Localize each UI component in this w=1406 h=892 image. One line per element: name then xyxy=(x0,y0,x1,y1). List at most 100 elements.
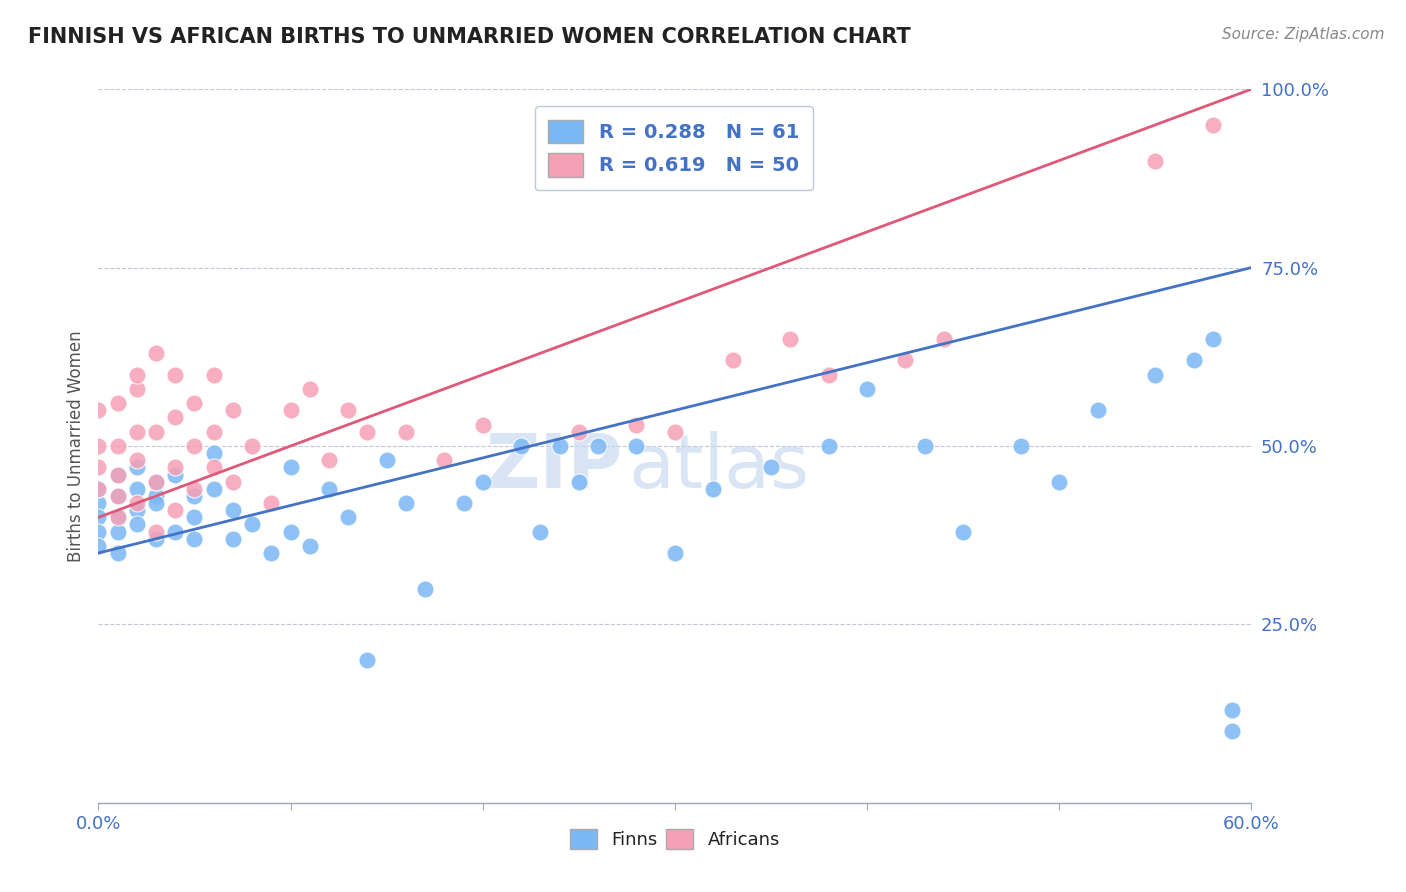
Point xyxy=(395,496,418,510)
Point xyxy=(183,482,205,496)
Point xyxy=(125,517,148,532)
Point xyxy=(183,510,205,524)
Text: ZIP: ZIP xyxy=(485,431,623,504)
Point xyxy=(145,489,167,503)
Point xyxy=(702,482,724,496)
Point xyxy=(337,510,360,524)
Point xyxy=(183,439,205,453)
Point xyxy=(664,546,686,560)
Point xyxy=(145,475,167,489)
Point xyxy=(894,353,917,368)
Point xyxy=(183,489,205,503)
Point xyxy=(125,482,148,496)
Point xyxy=(125,453,148,467)
Point xyxy=(280,460,302,475)
Point xyxy=(510,439,533,453)
Point xyxy=(952,524,974,539)
Point xyxy=(125,382,148,396)
Point xyxy=(107,467,129,482)
Point xyxy=(125,368,148,382)
Point xyxy=(202,368,225,382)
Point xyxy=(453,496,475,510)
Point xyxy=(529,524,551,539)
Point xyxy=(87,524,110,539)
Point xyxy=(87,482,110,496)
Point xyxy=(165,410,187,425)
Point xyxy=(87,439,110,453)
Point xyxy=(337,403,360,417)
Point xyxy=(356,653,378,667)
Point xyxy=(87,496,110,510)
Point xyxy=(202,460,225,475)
Point xyxy=(165,524,187,539)
Text: Source: ZipAtlas.com: Source: ZipAtlas.com xyxy=(1222,27,1385,42)
Point xyxy=(471,475,494,489)
Point xyxy=(125,496,148,510)
Point xyxy=(856,382,879,396)
Point xyxy=(222,475,245,489)
Point xyxy=(932,332,955,346)
Point xyxy=(1010,439,1032,453)
Point xyxy=(548,439,571,453)
Point xyxy=(280,524,302,539)
Point xyxy=(1220,703,1243,717)
Point xyxy=(87,539,110,553)
Point xyxy=(202,425,225,439)
Legend: Finns, Africans: Finns, Africans xyxy=(561,820,789,858)
Point xyxy=(145,532,167,546)
Point xyxy=(914,439,936,453)
Point xyxy=(125,425,148,439)
Point xyxy=(145,496,167,510)
Point xyxy=(817,439,839,453)
Point xyxy=(107,489,129,503)
Point xyxy=(626,439,648,453)
Point xyxy=(1087,403,1109,417)
Point xyxy=(165,460,187,475)
Point xyxy=(356,425,378,439)
Point xyxy=(107,510,129,524)
Point xyxy=(318,482,340,496)
Point xyxy=(586,439,609,453)
Point xyxy=(759,460,782,475)
Point xyxy=(107,524,129,539)
Point xyxy=(107,510,129,524)
Point xyxy=(1047,475,1070,489)
Point xyxy=(1144,153,1167,168)
Point xyxy=(664,425,686,439)
Point xyxy=(318,453,340,467)
Point xyxy=(1144,368,1167,382)
Point xyxy=(145,346,167,360)
Point xyxy=(107,467,129,482)
Point xyxy=(222,403,245,417)
Point xyxy=(280,403,302,417)
Point xyxy=(183,396,205,410)
Point xyxy=(240,439,263,453)
Point xyxy=(471,417,494,432)
Point xyxy=(626,417,648,432)
Point xyxy=(107,546,129,560)
Point xyxy=(145,524,167,539)
Point xyxy=(433,453,456,467)
Point xyxy=(165,467,187,482)
Point xyxy=(222,503,245,517)
Point xyxy=(260,546,283,560)
Point xyxy=(413,582,436,596)
Point xyxy=(87,482,110,496)
Point xyxy=(87,460,110,475)
Point xyxy=(240,517,263,532)
Point xyxy=(817,368,839,382)
Point xyxy=(298,539,321,553)
Point xyxy=(87,403,110,417)
Point xyxy=(568,425,591,439)
Point xyxy=(183,532,205,546)
Point xyxy=(165,368,187,382)
Point xyxy=(779,332,801,346)
Point xyxy=(721,353,744,368)
Point xyxy=(260,496,283,510)
Point xyxy=(107,439,129,453)
Point xyxy=(165,503,187,517)
Point xyxy=(107,489,129,503)
Point xyxy=(202,446,225,460)
Point xyxy=(298,382,321,396)
Point xyxy=(1182,353,1205,368)
